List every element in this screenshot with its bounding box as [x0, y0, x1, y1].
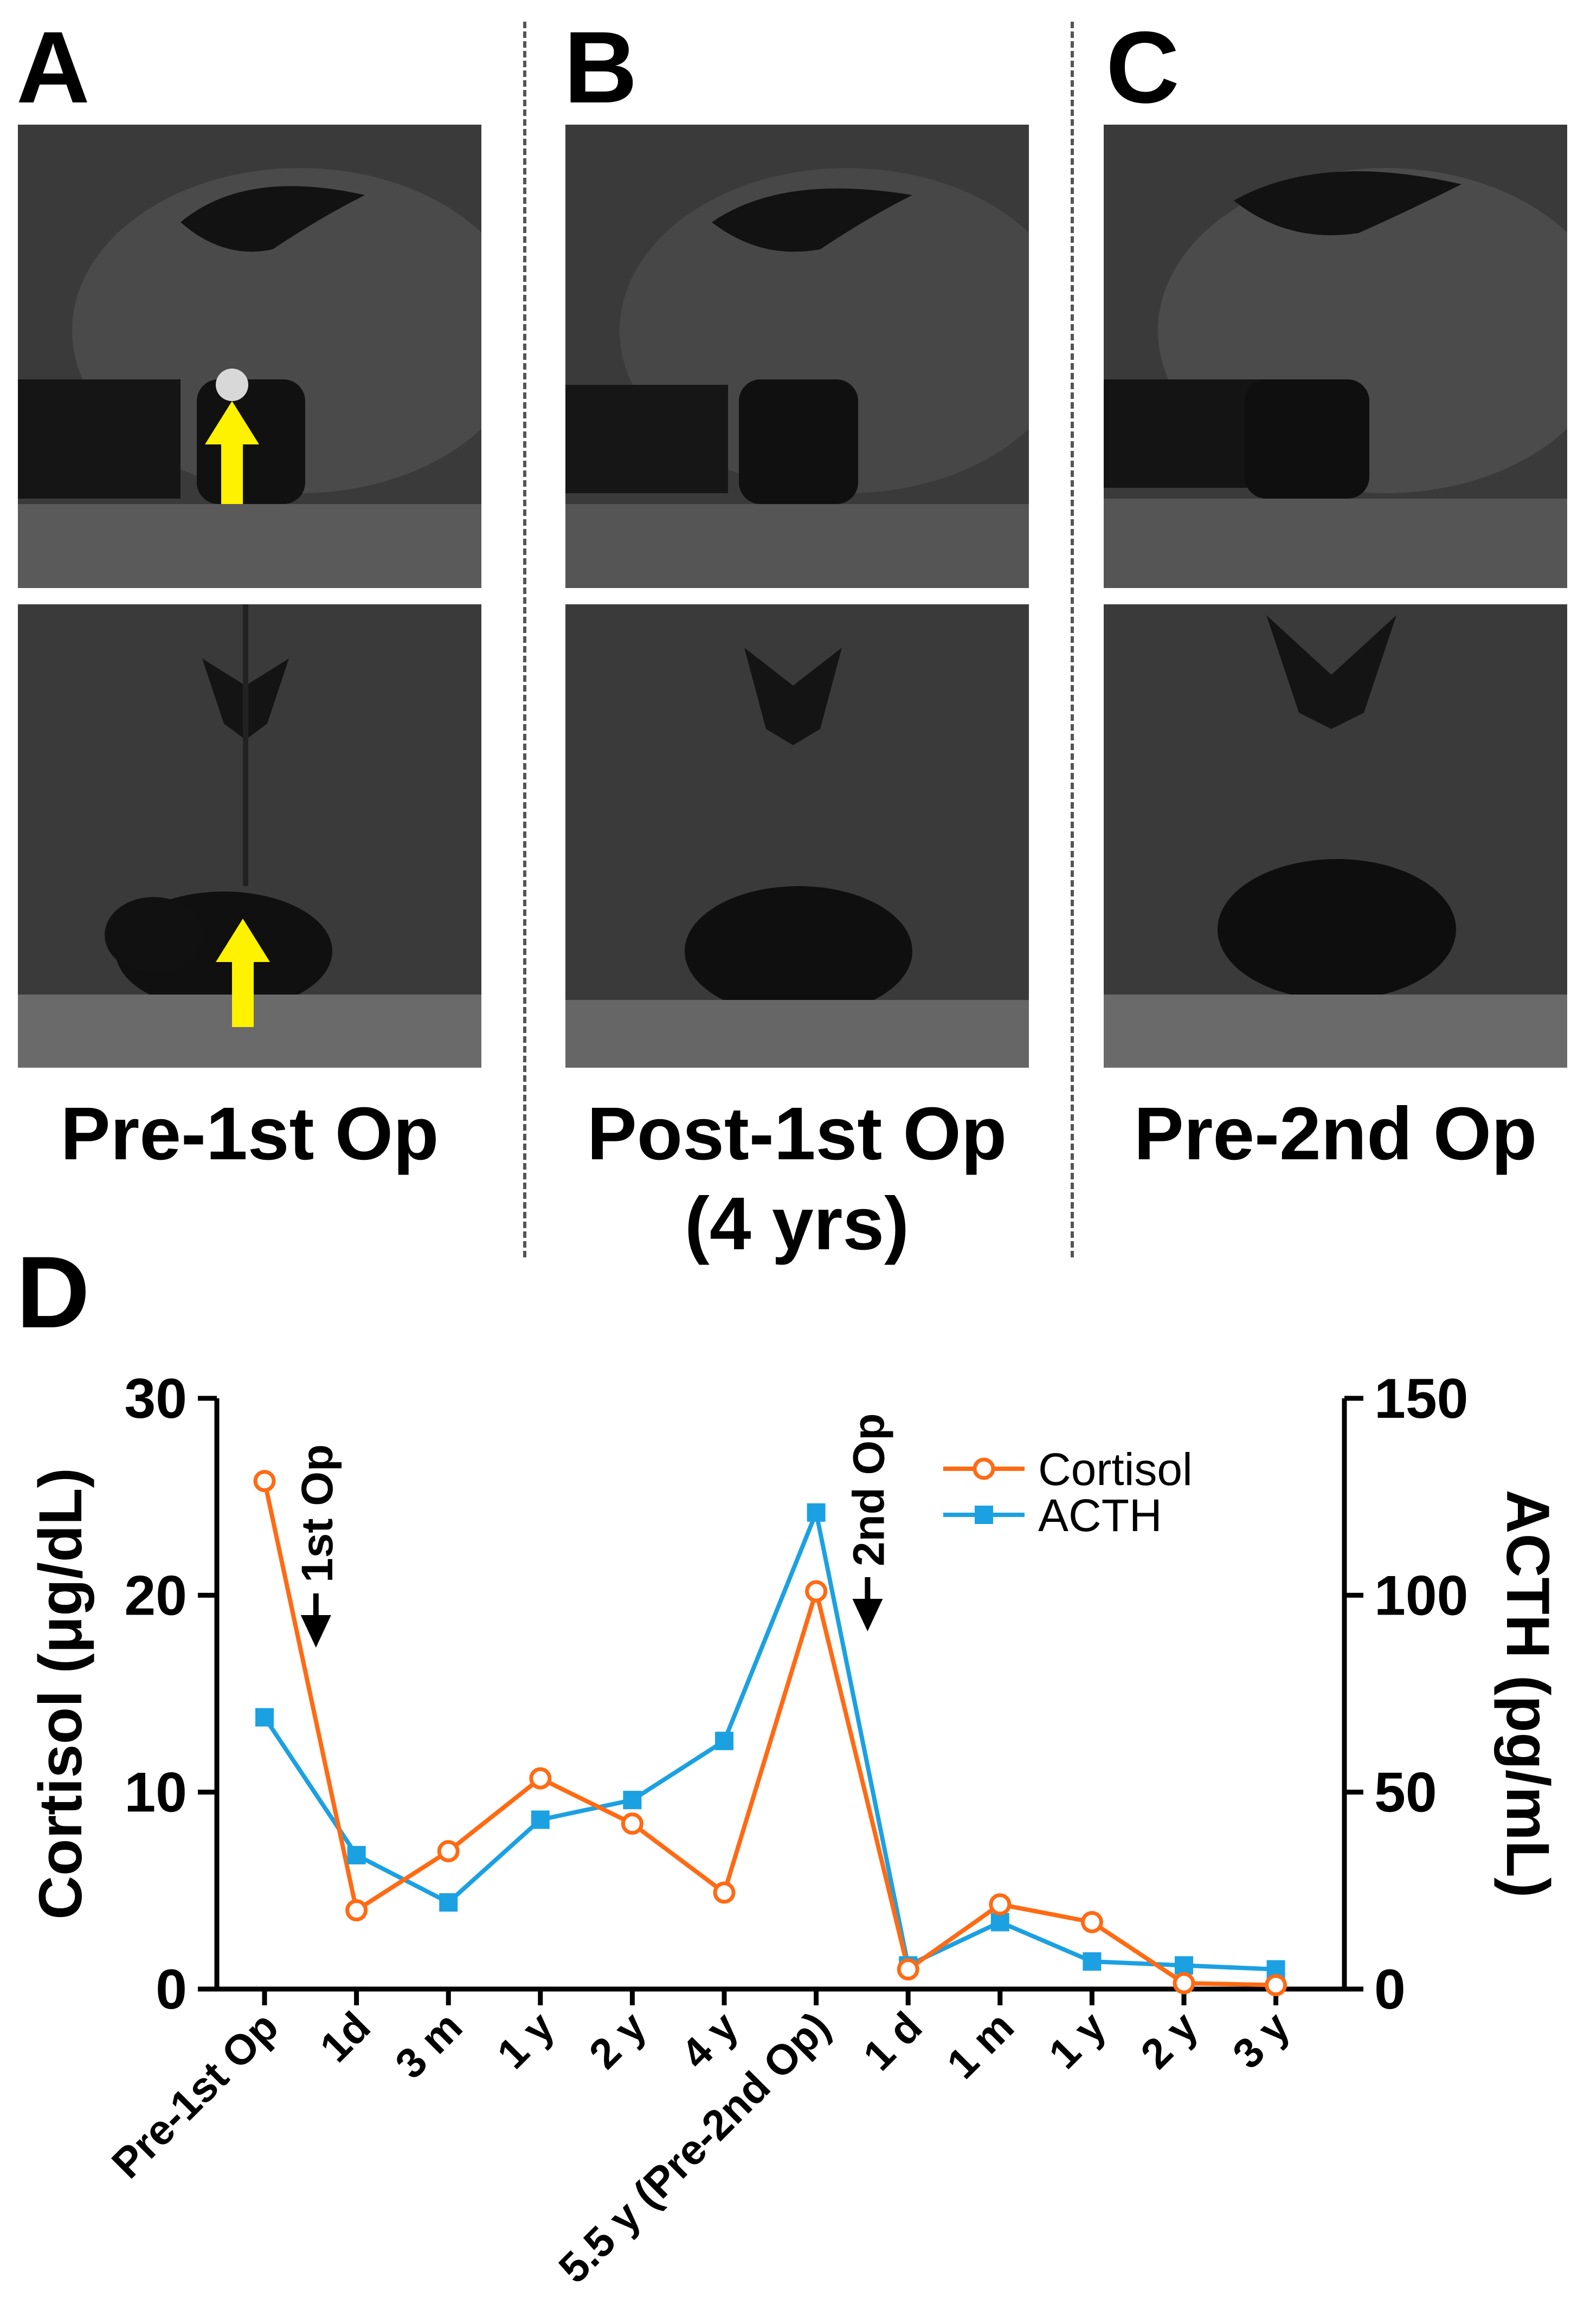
mri-b-sagittal: [565, 125, 1029, 588]
legend-acth-label: ACTH: [1038, 1490, 1162, 1541]
mri-c-coronal: [1104, 604, 1567, 1068]
acth-point: [807, 1503, 826, 1522]
cortisol-point: [345, 1899, 368, 1922]
cortisol-point: [529, 1767, 552, 1790]
caption-post-1st-op: Post-1st Op (4 yrs): [542, 1089, 1052, 1269]
x-tick-label: 1 y: [488, 2003, 563, 2078]
chart-series: [253, 1470, 1287, 1997]
mri-a-sagittal: [18, 125, 481, 588]
cortisol-point: [1173, 1972, 1195, 1994]
yellow-arrow-icon: [205, 401, 259, 504]
annotation-label: 2nd Op: [844, 1413, 893, 1566]
x-tick-label: 1d: [311, 2003, 379, 2071]
mri-a-coronal: [18, 604, 481, 1068]
panel-label-c: C: [1106, 10, 1180, 124]
acth-point: [623, 1791, 642, 1810]
x-tick-label: 1 d: [854, 2003, 931, 2080]
x-tick-label: 1 m: [938, 2003, 1023, 2088]
caption-pre-2nd-op: Pre-2nd Op: [1134, 1092, 1537, 1176]
panel-label-b: B: [564, 10, 638, 124]
chart-axes: [198, 1396, 1363, 2005]
panel-label-d: D: [16, 1235, 90, 1349]
cortisol-point: [713, 1881, 736, 1904]
legend-cortisol-marker: [973, 1457, 995, 1480]
annotation-label: 1st Op: [293, 1444, 342, 1583]
x-tick-label: 2 y: [580, 2003, 655, 2078]
divider-ab: [523, 22, 526, 1257]
cortisol-point: [621, 1812, 643, 1835]
acth-point: [347, 1845, 366, 1864]
y-tick-label-left: 0: [156, 1958, 187, 2021]
y-tick-label-left: 30: [124, 1367, 187, 1430]
yellow-arrow-icon: [216, 919, 270, 1027]
annotation-arrow-head: [300, 1615, 331, 1648]
divider-bc: [1071, 22, 1074, 1257]
mri-c-sagittal: [1104, 125, 1567, 588]
acth-line: [262, 1505, 1276, 1972]
caption-pre-1st-op: Pre-1st Op: [60, 1092, 439, 1176]
cortisol-line: [262, 1480, 1276, 1987]
caption-post-1st-op-line2: (4 yrs): [684, 1182, 910, 1266]
caption-post-1st-op-line1: Post-1st Op: [587, 1092, 1007, 1176]
x-tick-label: 3 m: [386, 2003, 471, 2088]
y-axis-title-right: ACTH (pg/mL): [1494, 1490, 1562, 1898]
cortisol-point: [805, 1580, 828, 1603]
mri-b-coronal: [565, 604, 1029, 1068]
panel-label-a: A: [16, 10, 90, 124]
cortisol-point: [989, 1893, 1012, 1916]
annotation-arrow-head: [852, 1599, 883, 1631]
x-tick-label: 1 y: [1040, 2003, 1115, 2078]
y-tick-label-right: 0: [1374, 1958, 1406, 2021]
y-tick-label-left: 10: [124, 1761, 187, 1824]
y-tick-label-left: 20: [124, 1564, 187, 1627]
acth-point: [255, 1708, 274, 1727]
legend-cortisol-label: Cortisol: [1038, 1444, 1193, 1495]
acth-point: [1083, 1952, 1102, 1971]
x-tick-label: 4 y: [672, 2003, 747, 2078]
x-tick-label: 3 y: [1224, 2003, 1299, 2078]
acth-point: [990, 1913, 1009, 1932]
acth-point: [439, 1893, 458, 1912]
acth-point: [1175, 1956, 1193, 1975]
acth-point: [715, 1732, 733, 1751]
legend-acth-marker: [975, 1506, 993, 1524]
cortisol-point: [897, 1958, 919, 1981]
y-tick-label-right: 150: [1374, 1367, 1469, 1430]
cortisol-point: [1080, 1910, 1103, 1933]
acth-point: [531, 1810, 550, 1829]
cortisol-point: [1265, 1974, 1287, 1997]
x-tick-label: 2 y: [1131, 2003, 1207, 2078]
y-tick-label-right: 50: [1374, 1761, 1437, 1824]
cortisol-point: [437, 1840, 460, 1863]
y-axis-title-left: Cortisol (μg/dL): [27, 1468, 94, 1920]
cortisol-point: [253, 1470, 276, 1493]
y-tick-label-right: 100: [1374, 1564, 1469, 1627]
x-tick-label: Pre-1st Op: [102, 2003, 287, 2187]
